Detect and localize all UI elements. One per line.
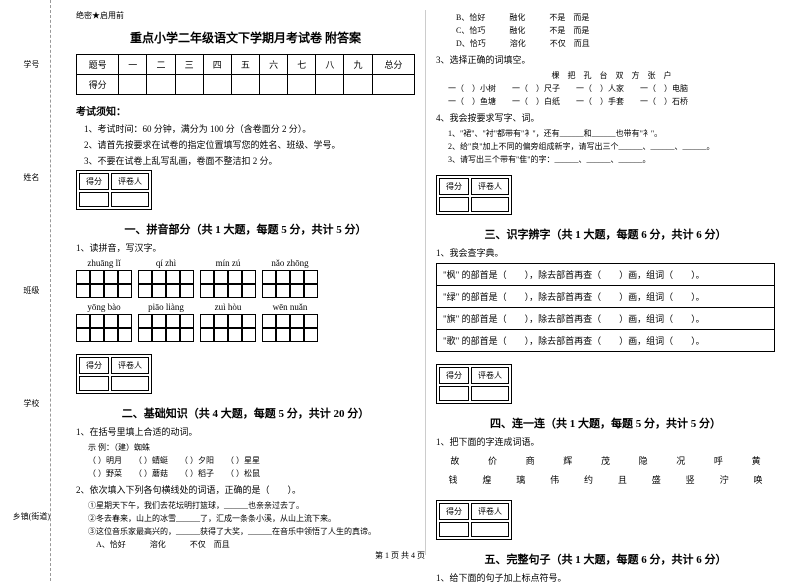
ct-r0: "枫" 的部首是（ ），除去部首再查（ ）画，组词（ ）。: [437, 264, 775, 286]
s2-i2: （ ）野菜 （ ）蘑菇 （ ）稻子 （ ）松鼠: [88, 468, 415, 479]
conn-r1: 故价商辉茂隐况呼黄: [436, 454, 775, 467]
sec5-box: 得分评卷人: [436, 500, 512, 540]
s2-optB: B、恰好 融化 不是 而是: [456, 12, 775, 23]
s2-q3: 3、选择正确的词填空。: [436, 53, 775, 66]
sh-9: 九: [344, 55, 372, 75]
sec3-title: 三、识字辨字（共 1 大题，每题 6 分，共计 6 分）: [436, 226, 775, 242]
sec1-title: 一、拼音部分（共 1 大题，每题 5 分，共计 5 分）: [76, 221, 415, 237]
pinyin-row-2: yōng bào piāo liàng zuì hòu wēn nuǎn: [76, 302, 415, 342]
s2-q4c: 3、请写出三个带有"隹"的字：______、______、______。: [448, 154, 775, 165]
s2-f1: 一（ ）小树 一（ ）尺子 一（ ）人家 一（ ）电脑: [448, 83, 775, 94]
s2-optA: A、恰好 溶化 不仅 而且: [96, 539, 415, 550]
s2-ex: 示 例：（建）蜘蛛: [88, 442, 415, 453]
conn-r2: 钱煌璃伟约且盛竖泞唤: [436, 473, 775, 486]
s3-q: 1、我会查字典。: [436, 246, 775, 259]
notice-heading: 考试须知：: [76, 103, 415, 118]
s2-i1: （ ）明月 （ ）蜻蜓 （ ）夕阳 （ ）星星: [88, 455, 415, 466]
page-content: 绝密★启用前 重点小学二年级语文下学期月考试卷 附答案 题号 一 二 三 四 五…: [51, 0, 800, 565]
notice-2: 2、请首先按要求在试卷的指定位置填写您的姓名、班级、学号。: [76, 138, 415, 151]
exam-title: 重点小学二年级语文下学期月考试卷 附答案: [76, 29, 415, 46]
s2-f2: 一（ ）鱼塘 一（ ）白纸 一（ ）手套 一（ ）石桥: [448, 96, 775, 107]
ct-r1: "绿" 的部首是（ ），除去部首再查（ ）画，组词（ ）。: [437, 286, 775, 308]
s2-q2: 2、依次填入下列各句横线处的词语，正确的是（ ）。: [76, 483, 415, 496]
pinyin-row-1: zhuāng lǐ qí zhì mín zú nǎo zhōng: [76, 258, 415, 298]
left-column: 绝密★启用前 重点小学二年级语文下学期月考试卷 附答案 题号 一 二 三 四 五…: [66, 10, 426, 555]
s2-q4b: 2、给"良"加上不同的偏旁组成新字，请写出三个______、______、___…: [448, 141, 775, 152]
page-footer: 第 1 页 共 4 页: [375, 550, 425, 561]
s4-q: 1、把下面的字连成词语。: [436, 435, 775, 448]
bind-label-1: 学校: [23, 398, 39, 409]
sh-7: 七: [288, 55, 316, 75]
s2-optD: D、恰巧 溶化 不仅 而且: [456, 38, 775, 49]
sec2-title: 二、基础知识（共 4 大题，每题 5 分，共计 20 分）: [76, 405, 415, 421]
s2-l2: ②冬去春来，山上的冰雪______了，汇成一条条小溪，从山上流下来。: [88, 513, 415, 524]
ct-r3: "歌" 的部首是（ ），除去部首再查（ ）画，组词（ ）。: [437, 330, 775, 352]
sec1-box: 得分评卷人: [76, 170, 152, 210]
notice-3: 3、不要在试卷上乱写乱画，卷面不整洁扣 2 分。: [76, 154, 415, 167]
sec2-box: 得分评卷人: [76, 354, 152, 394]
sh-1: 一: [119, 55, 147, 75]
char-table: "枫" 的部首是（ ），除去部首再查（ ）画，组词（ ）。 "绿" 的部首是（ …: [436, 263, 775, 352]
ct-r2: "旗" 的部首是（ ），除去部首再查（ ）画，组词（ ）。: [437, 308, 775, 330]
score-row-label: 得分: [77, 75, 119, 95]
sh-5: 五: [231, 55, 259, 75]
sh-8: 八: [316, 55, 344, 75]
sh-2: 二: [147, 55, 175, 75]
sh-4: 四: [203, 55, 231, 75]
s2-l3: ③这位音乐家最高兴的，______获得了大奖，______在音乐中领悟了人生的真…: [88, 526, 415, 537]
sh-0: 题号: [77, 55, 119, 75]
s2-l1: ①星期天下午，我们去花坛明打篮球，______也亲亲过去了。: [88, 500, 415, 511]
binding-margin: 学号 姓名 班级 学校 乡镇(街道): [0, 0, 51, 581]
bind-label-3: 姓名: [23, 172, 39, 183]
bind-label-0: 乡镇(街道): [13, 511, 50, 522]
s2-q4a: 1、"裙"、"衬"都带有"衤"，还有______和______也带有"衤"。: [448, 128, 775, 139]
sh-10: 总分: [372, 55, 414, 75]
notice-1: 1、考试时间：60 分钟，满分为 100 分（含卷面分 2 分）。: [76, 122, 415, 135]
sec4-title: 四、连一连（共 1 大题，每题 5 分，共计 5 分）: [436, 415, 775, 431]
s2-q1: 1、在括号里填上合适的动词。: [76, 425, 415, 438]
score-table: 题号 一 二 三 四 五 六 七 八 九 总分 得分: [76, 54, 415, 95]
right-column: B、恰好 融化 不是 而是 C、恰巧 融化 不是 而是 D、恰巧 溶化 不仅 而…: [426, 10, 785, 555]
s2-q4: 4、我会按要求写字、词。: [436, 111, 775, 124]
bind-label-4: 学号: [23, 59, 39, 70]
sh-6: 六: [260, 55, 288, 75]
s1-q: 1、读拼音，写汉字。: [76, 241, 415, 254]
secret-label: 绝密★启用前: [76, 10, 415, 21]
sec4-box: 得分评卷人: [436, 364, 512, 404]
bind-label-2: 班级: [23, 285, 39, 296]
s2-w1: 棵 把 孔 台 双 方 张 户: [448, 70, 775, 81]
sec3-box: 得分评卷人: [436, 175, 512, 215]
s5-q: 1、给下面的句子加上标点符号。: [436, 571, 775, 584]
s2-optC: C、恰巧 融化 不是 而是: [456, 25, 775, 36]
sh-3: 三: [175, 55, 203, 75]
